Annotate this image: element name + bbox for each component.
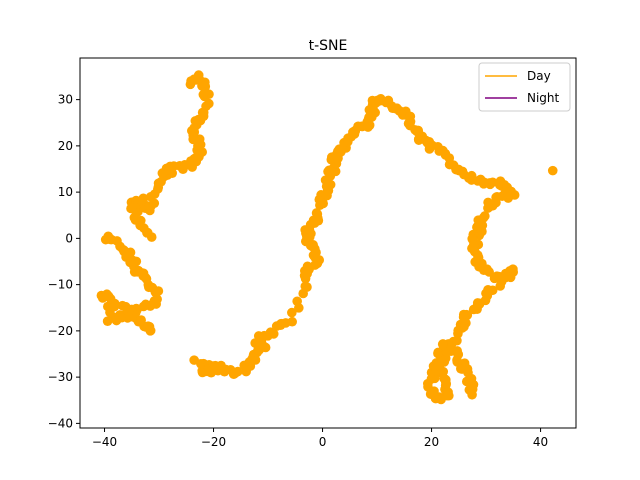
y-tick-label: −10 [48,278,73,292]
scatter-point [397,110,408,120]
legend-box [478,62,571,112]
x-tick-label: 0 [319,435,327,449]
scatter-point [198,89,209,100]
scatter-point [311,208,322,218]
legend-label-day: Day [527,69,551,83]
y-tick-label: 30 [58,93,73,107]
scatter-point [508,264,518,274]
y-tick-label: −30 [48,370,73,384]
scatter-point [292,296,302,307]
scatter-point [444,159,455,170]
scatter-point [424,144,435,154]
y-tick-label: 20 [58,139,73,153]
scatter-point [414,135,424,145]
legend: Day Night [478,62,571,112]
scatter-point [204,98,214,109]
scatter-point [102,316,113,326]
scatter-point [495,281,506,291]
legend-label-night: Night [527,91,560,105]
scatter-point [467,389,477,400]
scatter-point [547,165,558,176]
scatter-point [453,328,463,339]
scatter-point [109,301,120,312]
x-tick-label: 20 [424,435,439,449]
y-tick-label: −20 [48,324,73,338]
points-layer [96,70,558,405]
plot-area-frame [79,57,577,429]
scatter-point [302,282,312,292]
ticks-layer: −40 −20 0 20 40 −40 −30 −20 −10 0 10 20 30 [48,93,549,449]
x-tick-label: −40 [92,435,117,449]
scatter-point [232,366,243,377]
scatter-point [185,79,196,90]
y-tick-label: 0 [65,231,73,245]
scatter-point [189,123,199,133]
chart-title: t-SNE [309,38,348,54]
scatter-point [153,286,164,296]
scatter-point [287,307,297,318]
y-tick-label: 10 [58,185,73,199]
scatter-point [484,267,494,277]
x-tick-label: 40 [533,435,548,449]
scatter-point [468,304,479,315]
scatter-point [287,316,297,327]
scatter-point [487,177,498,188]
scatter-point [111,315,122,326]
y-tick-label: −40 [48,416,73,430]
scatter-point [268,329,279,339]
x-tick-label: −20 [201,435,226,449]
scatter-point [145,325,156,336]
scatter-point [483,203,493,213]
